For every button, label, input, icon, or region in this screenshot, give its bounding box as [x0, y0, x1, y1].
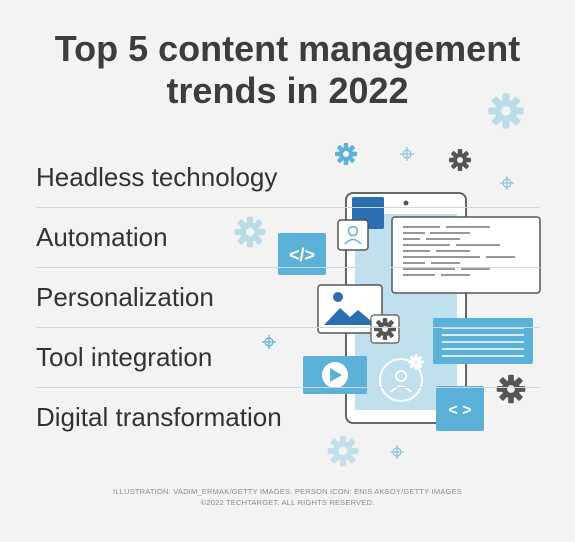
trend-item-tool-integration: Tool integration — [36, 342, 213, 372]
credit-copyright: ©2022 TECHTARGET. ALL RIGHTS RESERVED. — [200, 498, 375, 507]
gear-icon — [449, 149, 471, 171]
divider — [36, 207, 540, 208]
code-document — [391, 216, 541, 294]
divider — [36, 327, 540, 328]
gear-icon — [234, 216, 266, 248]
crosshair-icon — [261, 334, 277, 350]
user-cycle-icon — [379, 358, 423, 402]
divider — [36, 387, 540, 388]
code-icon — [436, 386, 484, 431]
code-icon — [278, 233, 326, 275]
gear-icon — [488, 93, 524, 129]
title-line-2: trends in 2022 — [166, 70, 409, 111]
trend-item-automation: Automation — [36, 222, 168, 252]
divider — [36, 267, 540, 268]
svg-text:< >: < > — [448, 402, 471, 419]
crosshair-icon — [499, 175, 515, 191]
title-line-1: Top 5 content management — [54, 28, 521, 69]
credit-illustration: ILLUSTRATION: VADIM_ERMAK/GETTY IMAGES. … — [113, 487, 462, 496]
svg-text:</>: </> — [289, 245, 315, 265]
gear-icon — [327, 435, 359, 467]
page-title: Top 5 content management trends in 2022 — [0, 28, 575, 112]
crosshair-icon — [399, 146, 415, 162]
gear-icon — [374, 318, 396, 340]
trend-item-personalization: Personalization — [36, 282, 214, 312]
text-panel — [433, 318, 533, 364]
gear-icon — [335, 143, 357, 165]
crosshair-icon — [389, 444, 405, 460]
gear-icon — [496, 374, 526, 404]
trend-item-digital-transformation: Digital transformation — [36, 402, 282, 432]
trend-item-headless-technology: Headless technology — [36, 162, 278, 192]
